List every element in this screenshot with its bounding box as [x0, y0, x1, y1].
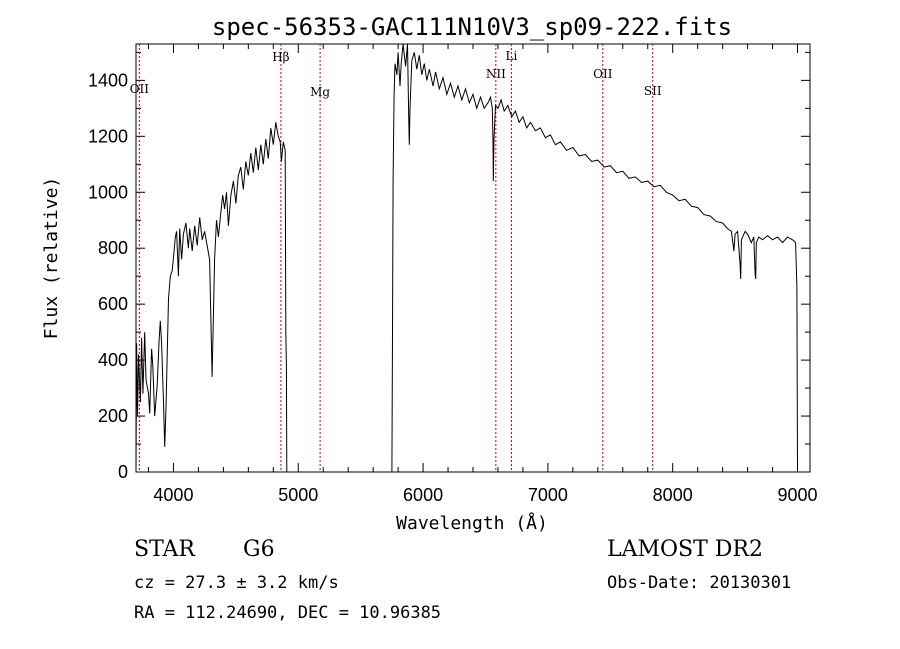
y-tick-labels: 0 200 400 600 800 1000 1200 1400: [88, 70, 128, 482]
y-tick-label: 1400: [88, 70, 128, 90]
y-tick-label: 600: [98, 294, 128, 314]
y-tick-label: 800: [98, 238, 128, 258]
reference-line-label: Mg: [310, 85, 330, 99]
reference-line-label: Hβ: [272, 50, 289, 64]
survey-name: LAMOST DR2: [607, 537, 763, 562]
x-tick-label: 4000: [153, 485, 193, 505]
y-tick-label: 1200: [88, 126, 128, 146]
chart-title: spec-56353-GAC111N10V3_sp09-222.fits: [212, 13, 732, 41]
reference-lines: [138, 44, 654, 472]
plot-frame: [135, 43, 811, 473]
x-tick-label: 8000: [653, 485, 693, 505]
reference-line-label: SII: [644, 84, 662, 98]
x-axis-label: Wavelength (Å): [396, 512, 548, 534]
axis-ticks: [136, 44, 810, 473]
y-tick-label: 400: [98, 350, 128, 370]
reference-line-label: OII: [130, 82, 150, 96]
x-tick-label: 7000: [528, 485, 568, 505]
redshift-text: cz = 27.3 ± 3.2 km/s: [134, 573, 339, 593]
x-tick-label: 9000: [777, 485, 817, 505]
y-axis-label: Flux (relative): [41, 177, 62, 340]
reference-line-label: Li: [506, 49, 518, 63]
x-tick-label: 6000: [403, 485, 443, 505]
y-tick-label: 0: [118, 462, 128, 482]
x-tick-label: 5000: [278, 485, 318, 505]
reference-line-label: NII: [486, 67, 506, 81]
y-tick-label: 200: [98, 406, 128, 426]
object-class: STAR: [134, 537, 195, 562]
reference-line-label: OII: [593, 67, 613, 81]
x-tick-labels: 4000 5000 6000 7000 8000 9000: [153, 485, 817, 505]
coordinates-text: RA = 112.24690, DEC = 10.96385: [134, 603, 442, 623]
y-tick-label: 1000: [88, 182, 128, 202]
object-subclass: G6: [243, 537, 275, 562]
obs-date-text: Obs-Date: 20130301: [607, 573, 792, 593]
series-line-flux: [135, 43, 798, 473]
